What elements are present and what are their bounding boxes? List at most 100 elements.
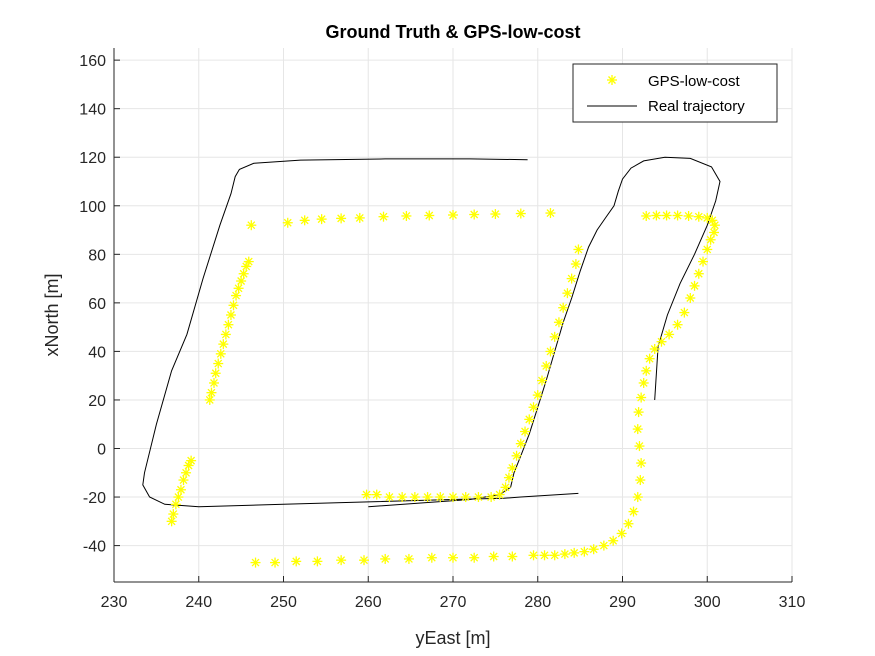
gps-point: [693, 211, 704, 222]
gps-point: [448, 492, 458, 503]
gps-point: [166, 516, 177, 527]
y-tick-label: 20: [88, 393, 106, 410]
gps-point: [378, 211, 389, 222]
gps-point: [448, 209, 458, 220]
x-tick-label: 280: [524, 594, 551, 611]
gps-point: [500, 482, 511, 493]
gps-point: [628, 506, 639, 517]
gps-point: [588, 544, 599, 555]
gps-point: [312, 556, 323, 567]
gps-point: [336, 555, 347, 566]
gps-point: [632, 424, 643, 435]
gps-point: [598, 540, 609, 551]
gps-point: [403, 553, 414, 564]
gps-point: [218, 339, 229, 350]
gps-point: [558, 302, 569, 313]
y-tick-label: -20: [83, 490, 106, 507]
gps-point: [238, 268, 249, 279]
gps-point: [634, 441, 645, 452]
gps-point: [698, 256, 709, 267]
gps-point: [689, 280, 700, 291]
gps-point: [573, 244, 584, 255]
x-tick-label: 300: [694, 594, 721, 611]
gps-point: [545, 208, 556, 219]
gps-point: [608, 535, 619, 546]
gps-point: [515, 208, 526, 219]
gps-point: [397, 492, 408, 503]
gps-point: [641, 365, 652, 376]
gps-point: [282, 217, 293, 228]
gps-point: [336, 213, 347, 224]
gps-point: [520, 426, 531, 437]
gps-point: [231, 290, 242, 301]
legend-marker-gps: [607, 75, 617, 85]
gps-point: [664, 329, 675, 340]
gps-point: [316, 214, 327, 225]
gps-point: [532, 390, 543, 401]
gps-point: [220, 329, 231, 340]
legend-star-gps: [607, 75, 617, 85]
gps-point: [638, 377, 649, 388]
gps-point: [570, 259, 581, 270]
legend-label-gps: GPS-low-cost: [648, 73, 741, 90]
gps-point: [685, 293, 696, 304]
gps-point: [693, 268, 704, 279]
gps-point: [709, 227, 720, 238]
gps-point: [705, 234, 716, 245]
gps-point: [486, 492, 497, 503]
gps-point: [469, 552, 480, 563]
x-tick-label: 260: [355, 594, 382, 611]
grid: [113, 48, 793, 582]
gps-point: [175, 484, 186, 495]
gps-point: [291, 556, 302, 567]
gps-point: [209, 377, 220, 388]
gps-point: [213, 358, 224, 369]
gps-point: [562, 288, 573, 299]
x-tick-label: 270: [440, 594, 467, 611]
gps-point: [250, 557, 261, 568]
gps-point: [679, 307, 690, 318]
gps-point: [672, 210, 683, 221]
gps-point: [181, 467, 192, 478]
y-tick-label: -40: [83, 539, 106, 556]
gps-point: [422, 492, 433, 503]
trajectory-line-segment: [368, 156, 721, 508]
chart-title: Ground Truth & GPS-low-cost: [326, 22, 581, 42]
legend: GPS-low-cost Real trajectory: [572, 63, 778, 123]
gps-point: [549, 331, 560, 342]
gps-point: [469, 209, 480, 220]
gps-point: [361, 489, 372, 500]
gps-point: [507, 462, 518, 473]
gps-point: [371, 489, 382, 500]
gps-point: [507, 551, 518, 562]
x-tick-label: 310: [779, 594, 806, 611]
gps-point: [683, 210, 694, 221]
gps-point: [426, 552, 437, 563]
gps-point: [672, 319, 683, 330]
gps-point: [524, 414, 535, 425]
gps-point: [401, 210, 412, 221]
gps-point: [528, 402, 539, 413]
gps-point: [228, 300, 239, 311]
y-tick-label: 40: [88, 344, 106, 361]
legend-label-trajectory: Real trajectory: [648, 98, 745, 115]
gps-point: [528, 550, 539, 561]
gps-point: [511, 450, 522, 461]
gps-point: [490, 209, 501, 220]
gps-point: [299, 215, 310, 226]
gps-point: [656, 336, 667, 347]
gps-point: [541, 360, 552, 371]
x-tick-label: 230: [101, 594, 128, 611]
gps-point: [233, 283, 244, 294]
y-tick-label: 140: [79, 102, 106, 119]
y-tick-label: 60: [88, 296, 106, 313]
gps-point: [424, 210, 435, 221]
gps-point: [225, 310, 236, 320]
x-tick-label: 290: [609, 594, 636, 611]
y-axis-label: xNorth [m]: [42, 273, 62, 356]
gps-point: [503, 472, 514, 483]
legend-box: [572, 63, 778, 123]
gps-point: [409, 492, 420, 503]
gps-point: [559, 549, 570, 560]
